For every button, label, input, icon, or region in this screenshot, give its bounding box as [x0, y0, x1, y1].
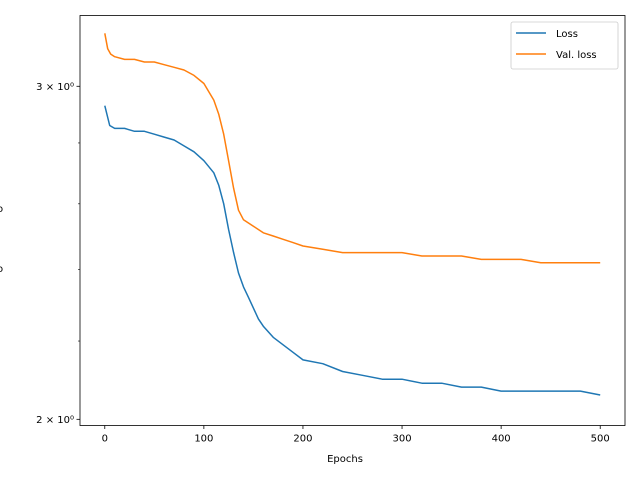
series-line-2 — [104, 33, 601, 264]
legend-label: Loss — [556, 29, 578, 40]
legend-label: Val. loss — [556, 50, 597, 61]
x-tick-label: 200 — [293, 434, 312, 445]
x-axis: 0 100 200 300 400 500 — [102, 425, 610, 445]
y-label-fragment: o — [0, 204, 3, 215]
x-tick-label: 500 — [591, 434, 610, 445]
series-line-1 — [104, 105, 601, 396]
x-tick-label: 100 — [194, 434, 213, 445]
legend: Loss Val. loss — [510, 21, 619, 70]
y-tick-label: 2 × 10⁰ — [36, 415, 74, 426]
axes-frame — [79, 15, 626, 426]
y-axis: 2 × 10⁰ 3 × 10⁰ o o — [0, 82, 80, 426]
x-axis-label: Epochs — [327, 454, 363, 465]
x-tick-label: 0 — [102, 434, 108, 445]
y-label-fragment: o — [0, 264, 3, 275]
plot-area — [79, 15, 626, 426]
x-tick-label: 300 — [392, 434, 411, 445]
y-tick-label: 3 × 10⁰ — [36, 82, 74, 93]
x-tick-label: 400 — [492, 434, 511, 445]
series-group — [104, 33, 601, 396]
